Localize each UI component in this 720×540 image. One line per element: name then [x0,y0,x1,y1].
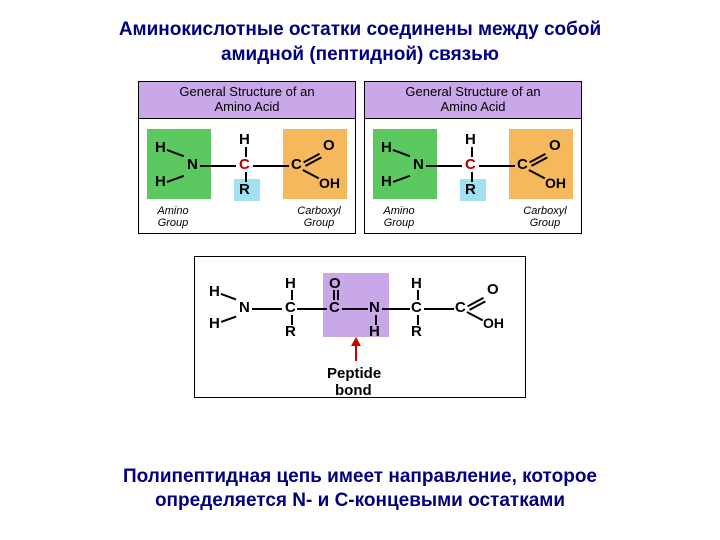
amino-text: Amino [157,205,188,217]
bond [333,290,335,300]
bond [471,172,473,182]
atom-h: H [155,173,166,190]
atom-c-alpha: C [465,156,476,173]
bond [245,172,247,182]
atom-h: H [465,131,476,148]
bond [342,308,368,310]
atom-o: O [323,137,335,154]
amino-label: Amino Group [149,205,197,229]
bond [252,308,282,310]
carboxyl-text: Carboxyl [297,205,340,217]
group-text: Group [384,217,415,229]
bond [291,290,293,300]
atom-c-alpha: C [239,156,250,173]
atom-h: H [239,131,250,148]
amino-acid-box-right: General Structure of an Amino Acid H H N… [364,81,582,234]
bond [337,290,339,300]
bond [382,308,410,310]
group-text: Group [304,217,335,229]
aa-header-l2: Amino Acid [214,99,279,114]
bond [467,311,484,321]
atom-oh: OH [483,315,504,331]
carboxyl-label: Carboxyl Group [517,205,573,229]
amino-acid-diagrams: General Structure of an Amino Acid H H N… [0,81,720,234]
bond [245,147,247,157]
aa-header: General Structure of an Amino Acid [139,82,355,119]
carboxyl-text: Carboxyl [523,205,566,217]
aa-body: H H N C H R C O OH Amino Group Carboxyl … [365,119,581,233]
bond [297,308,327,310]
bond [375,315,377,325]
group-text: Group [158,217,189,229]
atom-r: R [239,181,250,198]
atom-h: H [381,139,392,156]
bond [253,165,289,167]
peptide-text-2: bond [335,382,372,399]
atom-c: C [285,299,296,316]
bond [426,165,462,167]
aa-header-l2: Amino Acid [440,99,505,114]
footer: Полипептидная цепь имеет направление, ко… [0,465,720,514]
aa-body: H H N C H R C O OH Amino Group Car [139,119,355,233]
bond [424,308,454,310]
bond [417,290,419,300]
atom-c: C [517,156,528,173]
bond [221,293,237,300]
atom-h: H [209,315,220,332]
atom-oh: OH [319,175,340,191]
aa-header: General Structure of an Amino Acid [365,82,581,119]
atom-r: R [285,323,296,340]
peptide-diagram: H H N C H R C O N H C H R C O OH [0,256,720,398]
amino-acid-box-left: General Structure of an Amino Acid H H N… [138,81,356,234]
footer-line1: Полипептидная цепь имеет направление, ко… [123,466,597,487]
atom-oh: OH [545,175,566,191]
atom-c: C [291,156,302,173]
atom-o: O [487,281,499,298]
atom-r: R [465,181,476,198]
group-text: Group [530,217,561,229]
amino-label: Amino Group [375,205,423,229]
bond-double [468,299,484,307]
atom-o: O [549,137,561,154]
atom-n: N [369,299,380,316]
atom-h: H [155,139,166,156]
peptide-bond-label: Peptide bond [327,365,381,399]
footer-line2: определяется N- и С-концевыми остатками [155,490,565,511]
atom-h: H [381,173,392,190]
bond [417,315,419,325]
atom-n: N [413,156,424,173]
peptide-text-1: Peptide [327,365,381,382]
bond [479,165,515,167]
bond [200,165,236,167]
atom-h: H [209,283,220,300]
atom-c: C [411,299,422,316]
bond [471,147,473,157]
atom-n: N [239,299,250,316]
atom-r: R [411,323,422,340]
aa-header-l1: General Structure of an [405,84,540,99]
bond [221,316,237,323]
amino-text: Amino [383,205,414,217]
aa-header-l1: General Structure of an [179,84,314,99]
atom-o: O [329,275,341,292]
atom-c: C [455,299,466,316]
title: Аминокислотные остатки соединены между с… [0,0,720,67]
bond [291,315,293,325]
atom-n: N [187,156,198,173]
title-line1: Аминокислотные остатки соединены между с… [119,19,601,40]
atom-c: C [329,299,340,316]
title-line2: амидной (пептидной) связью [221,44,499,65]
carboxyl-label: Carboxyl Group [291,205,347,229]
peptide-box: H H N C H R C O N H C H R C O OH [194,256,526,398]
atom-h: H [369,323,380,340]
